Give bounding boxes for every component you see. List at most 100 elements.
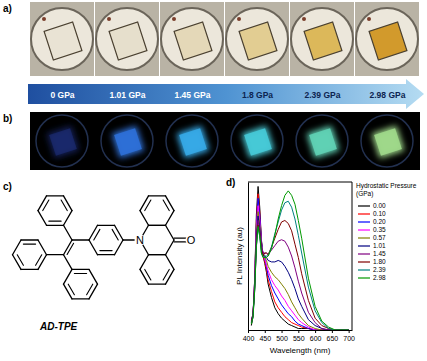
bond	[145, 200, 151, 211]
bond	[145, 269, 151, 280]
photo-strip-a	[30, 2, 419, 76]
bond	[89, 240, 98, 255]
photo-bg	[225, 2, 289, 76]
legend-swatch	[358, 205, 370, 206]
legend-swatch	[358, 237, 370, 238]
plot-lines	[251, 186, 348, 330]
ruby	[42, 17, 46, 21]
bond	[43, 200, 49, 211]
photo	[225, 2, 289, 76]
bond	[64, 255, 73, 270]
legend-entry: 0.35	[373, 226, 386, 233]
x-tick: 600	[310, 330, 322, 342]
pressure-label: 0 GPa	[50, 90, 74, 100]
bond	[115, 225, 124, 240]
bond	[149, 225, 166, 226]
legend-entry: 1.45	[373, 250, 386, 257]
x-tick: 450	[259, 330, 271, 342]
bond	[13, 255, 22, 270]
crystal	[114, 128, 142, 156]
pressure-label: 2.98 GPa	[370, 90, 406, 100]
frame	[248, 182, 352, 183]
gasket-hole	[31, 8, 93, 70]
gasket-hole	[356, 8, 418, 70]
bond	[17, 255, 23, 266]
photo-bg	[355, 2, 419, 76]
panel-label: d)	[226, 177, 235, 188]
photo	[36, 115, 88, 167]
legend-title: (GPa)	[356, 190, 373, 198]
bond	[163, 269, 169, 280]
bond	[21, 239, 38, 240]
glow	[242, 126, 275, 159]
bond	[94, 229, 100, 240]
figure: a)0 GPa1.01 GPa1.45 GPa1.8 GPa2.39 GPa2.…	[0, 0, 427, 361]
bond	[140, 269, 149, 284]
bond	[166, 269, 175, 284]
photo	[101, 115, 153, 167]
x-tick-label: 650	[327, 335, 339, 342]
bond	[174, 238, 187, 239]
ruby	[302, 17, 306, 21]
legend-title: Hydrostatic Pressure	[356, 182, 417, 190]
x-tick-label: 400	[243, 335, 255, 342]
x-axis-line	[249, 330, 353, 331]
crystal	[49, 128, 77, 156]
pressure-label: 1.01 GPa	[110, 90, 146, 100]
x-tick: 550	[293, 330, 305, 342]
x-tick-label: 600	[310, 335, 322, 342]
legend-entry: 0.00	[373, 202, 386, 209]
legend-swatch	[358, 221, 370, 222]
legend-swatch	[358, 245, 370, 246]
bond	[98, 225, 115, 226]
bond	[149, 254, 166, 255]
frame	[352, 182, 353, 330]
bond	[68, 284, 74, 295]
bond	[89, 225, 98, 240]
glow	[47, 126, 80, 159]
bond	[67, 243, 74, 254]
pressure-label: 2.39 GPa	[305, 90, 341, 100]
spectrum-line	[251, 198, 348, 330]
x-tick-mark	[282, 330, 283, 333]
bond	[149, 254, 166, 255]
spectrum-line	[251, 206, 348, 330]
x-tick-label: 450	[259, 335, 271, 342]
bond	[23, 244, 35, 245]
legend-entry: 0.20	[373, 218, 386, 225]
legend-entry: 1.01	[373, 242, 386, 249]
photo	[361, 115, 413, 167]
legend-swatch	[358, 261, 370, 262]
ruby	[237, 17, 241, 21]
x-tick-mark	[265, 330, 266, 333]
bond	[61, 200, 67, 211]
legend-swatch	[358, 229, 370, 230]
crystal	[109, 22, 147, 60]
panel-label: a)	[3, 3, 12, 14]
photo-bg	[160, 2, 224, 76]
bond	[38, 196, 47, 211]
legend-entry: 2.98	[373, 274, 386, 281]
legend-swatch	[358, 213, 370, 214]
bond	[149, 284, 166, 285]
ruby	[367, 17, 371, 21]
pressure-arrow	[28, 79, 424, 109]
spectrum-line	[251, 194, 348, 330]
bond	[166, 211, 175, 226]
bond	[64, 284, 73, 299]
bond	[98, 254, 115, 255]
photo	[95, 2, 159, 76]
legend-entry: 1.80	[373, 258, 386, 265]
bond	[49, 221, 61, 222]
bond	[140, 196, 149, 211]
atom-label: N	[136, 234, 144, 246]
crystal	[174, 22, 212, 60]
legend-entry: 2.39	[373, 266, 386, 273]
bond	[21, 269, 38, 270]
y-axis-title: PL Intensity (au)	[235, 227, 244, 285]
compound-name: AD-TPE	[39, 321, 78, 332]
bond	[149, 225, 166, 226]
photo	[30, 2, 94, 76]
pressure-label: 1.8 GPa	[242, 90, 273, 100]
crystal	[244, 128, 272, 156]
